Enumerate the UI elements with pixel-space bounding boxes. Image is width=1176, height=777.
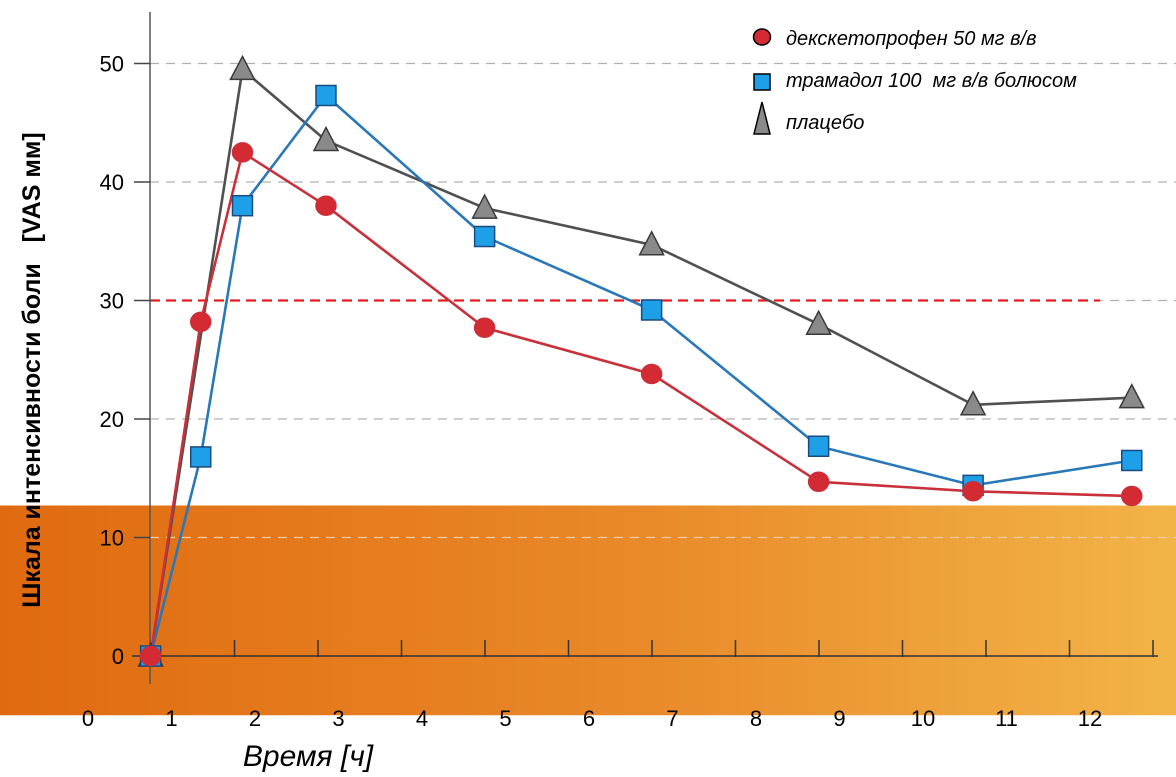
data-point-square [807,435,830,458]
data-point-triangle [805,309,832,335]
legend-label: плацебо [786,112,864,134]
data-point-circle [962,481,984,502]
x-axis-title: Время [ч] [243,740,374,773]
data-point-square [315,84,337,107]
data-point-square [231,194,254,217]
y-tick-label: 0 [112,644,124,669]
x-tick-label: 6 [583,706,595,731]
legend-marker-triangle [753,101,771,135]
data-point-circle [139,645,162,667]
series-line-triangle [149,68,1132,657]
y-tick-label: 30 [100,289,124,314]
x-tick-label: 3 [332,706,344,731]
data-point-triangle [471,193,498,219]
data-point-circle [807,471,830,493]
data-point-circle [189,311,212,333]
x-tick-label: 9 [833,706,845,731]
data-point-triangle [312,125,340,152]
data-point-square [1121,449,1143,472]
data-point-square [640,299,663,321]
x-tick-label: 4 [416,706,428,731]
x-tick-label: 11 [995,706,1018,731]
data-point-triangle [229,54,256,81]
shaded-band [0,505,1176,716]
x-tick-label: 7 [666,706,678,731]
x-tick-label: 10 [911,706,935,731]
data-point-square [473,225,496,248]
y-tick-label: 10 [100,526,124,551]
y-tick-label: 40 [100,170,124,195]
data-point-triangle [638,230,665,256]
legend-label: трамадол 100 мг в/в болюсом [786,70,1077,92]
x-tick-label: 0 [82,706,94,731]
legend-label: декскетопрофен 50 мг в/в [786,28,1037,50]
y-tick-label: 20 [100,407,124,432]
y-tick-label: 50 [100,52,124,77]
y-axis-title: Шкала интенсивности боли [VAS мм] [18,132,46,607]
legend-marker-circle [752,28,772,46]
data-point-square [189,446,212,468]
x-tick-label: 12 [1078,706,1102,731]
data-point-circle [473,317,496,339]
x-tick-label: 2 [249,706,261,731]
data-point-circle [315,195,337,216]
x-tick-label: 5 [499,706,511,731]
x-tick-label: 8 [750,706,762,731]
x-tick-label: 1 [165,706,177,731]
legend-marker-square [753,73,771,91]
data-point-triangle [959,390,987,416]
data-point-circle [231,142,254,163]
data-point-triangle [1118,383,1145,409]
data-point-circle [1121,485,1143,507]
data-point-circle [640,363,663,385]
